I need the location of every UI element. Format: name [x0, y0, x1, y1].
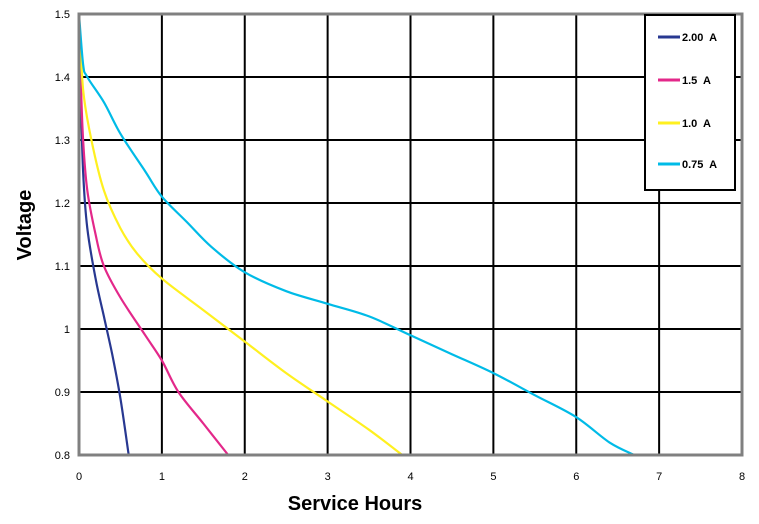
series-line [77, 13, 635, 456]
y-tick-label: 1.2 [55, 198, 70, 210]
x-axis-title: Service Hours [288, 493, 423, 515]
legend: 2.00 A 1.5 A 1.0 A 0.75 A [644, 14, 736, 191]
x-tick-label: 4 [407, 471, 413, 483]
y-tick-label: 1.5 [55, 9, 70, 21]
y-tick-label: 1.4 [55, 72, 70, 84]
x-tick-label: 7 [656, 471, 662, 483]
series-line [77, 13, 230, 456]
y-tick-label: 0.8 [55, 450, 70, 462]
x-tick-label: 1 [159, 471, 165, 483]
x-tick-label: 0 [76, 471, 82, 483]
x-tick-label: 5 [490, 471, 496, 483]
x-tick-label: 6 [573, 471, 579, 483]
legend-label: 2.00 A [682, 32, 717, 44]
x-tick-label: 2 [242, 471, 248, 483]
x-tick-label: 8 [739, 471, 745, 483]
legend-box [644, 14, 736, 191]
legend-label: 1.0 A [682, 118, 711, 130]
y-tick-label: 1.3 [55, 135, 70, 147]
tick-labels: 0 1 2 3 4 5 6 7 8 0.8 0.9 1 1.1 1.2 1.3 1.4 1.5 [55, 9, 745, 483]
y-tick-label: 1 [64, 324, 70, 336]
series-line [77, 13, 403, 456]
y-tick-label: 1.1 [55, 261, 70, 273]
legend-label: 1.5 A [682, 75, 711, 87]
plot-frame [77, 12, 744, 457]
legend-label: 0.75 A [682, 159, 717, 171]
y-tick-label: 0.9 [55, 387, 70, 399]
x-tick-label: 3 [325, 471, 331, 483]
series-lines [77, 13, 635, 456]
grid [79, 14, 742, 455]
y-axis-title: Voltage [14, 190, 36, 261]
